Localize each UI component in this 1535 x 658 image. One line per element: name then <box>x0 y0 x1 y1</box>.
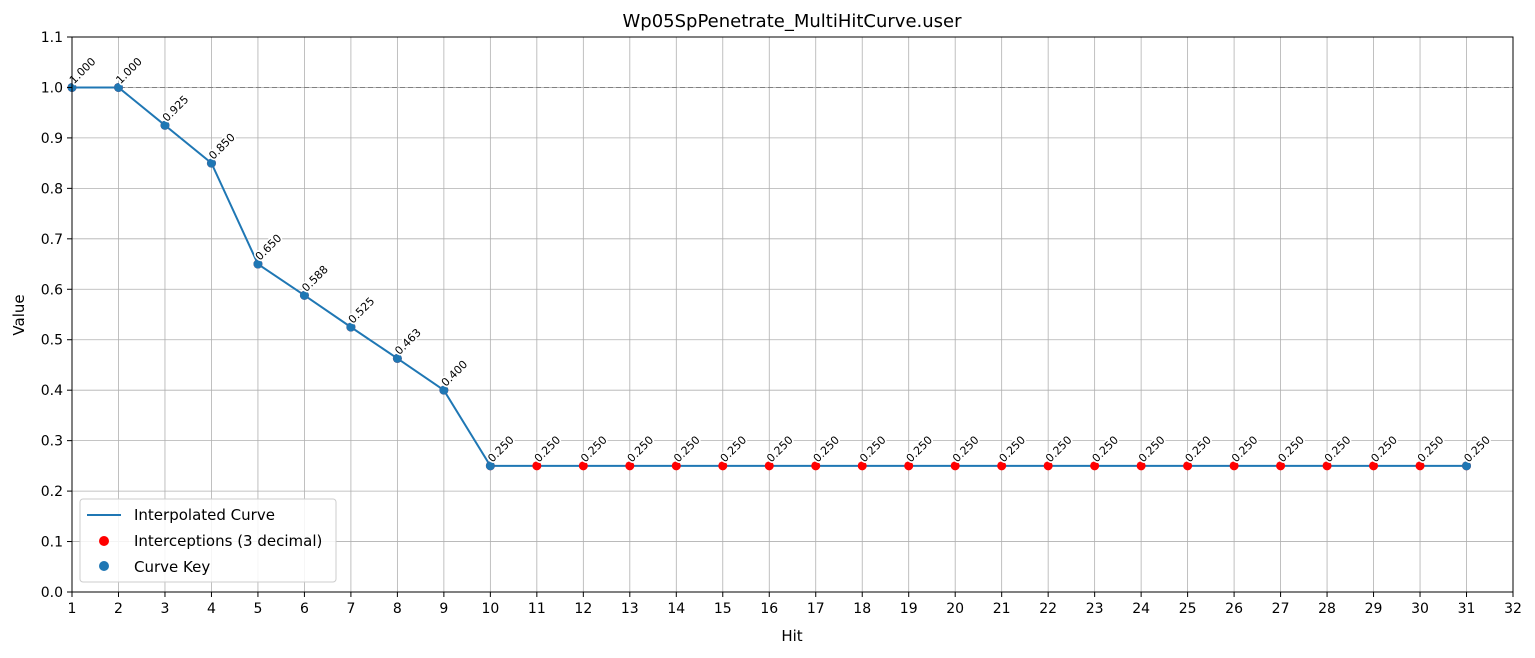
x-tick-label: 16 <box>760 601 778 617</box>
x-tick-label: 14 <box>667 601 685 617</box>
x-tick-label: 2 <box>114 601 123 617</box>
x-tick-label: 25 <box>1179 601 1197 617</box>
interception-point <box>997 461 1007 471</box>
curve-key-point <box>253 259 263 269</box>
interception-point <box>1369 461 1379 471</box>
y-tick-label: 1.0 <box>41 80 63 96</box>
x-tick-label: 21 <box>993 601 1011 617</box>
y-tick-label: 0.4 <box>41 383 63 399</box>
y-tick-label: 0.7 <box>41 232 63 248</box>
x-tick-label: 5 <box>253 601 262 617</box>
x-axis-ticks: 1 2 3 4 5 6 7 8 9 10 11 12 13 14 15 16 17 18 19 20 21 22 23 24 2… <box>68 592 1522 617</box>
x-tick-label: 13 <box>621 601 639 617</box>
interception-point <box>578 461 588 471</box>
curve-key-point <box>346 322 356 332</box>
x-tick-label: 6 <box>300 601 309 617</box>
x-tick-label: 24 <box>1132 601 1150 617</box>
x-tick-label: 9 <box>439 601 448 617</box>
curve-key-point <box>392 353 402 363</box>
x-tick-label: 18 <box>853 601 871 617</box>
y-tick-label: 0.1 <box>41 535 63 551</box>
legend: Interpolated Curve Interceptions (3 deci… <box>79 498 337 583</box>
x-tick-label: 22 <box>1039 601 1057 617</box>
y-axis-label: Value <box>10 294 28 335</box>
interception-point <box>1136 461 1146 471</box>
interception-point <box>1276 461 1286 471</box>
interception-point <box>671 461 681 471</box>
x-tick-label: 15 <box>714 601 732 617</box>
x-tick-label: 11 <box>528 601 546 617</box>
x-tick-label: 29 <box>1365 601 1383 617</box>
x-tick-label: 27 <box>1272 601 1290 617</box>
interception-point <box>1090 461 1100 471</box>
y-tick-label: 0.3 <box>41 434 63 450</box>
legend-label-interceptions: Interceptions (3 decimal) <box>134 532 322 550</box>
legend-swatch-red-dot <box>99 536 109 546</box>
data-labels: 1.000 1.0000.9250.8500.6500.5880.5250.463… <box>65 53 1494 466</box>
legend-label-interpolated: Interpolated Curve <box>134 506 275 524</box>
x-tick-label: 30 <box>1411 601 1429 617</box>
interception-point <box>857 461 867 471</box>
legend-swatch-blue-dot <box>99 561 109 571</box>
x-tick-label: 7 <box>346 601 355 617</box>
curve-key-point <box>113 82 123 92</box>
x-tick-label: 32 <box>1504 601 1522 617</box>
curve-key-point <box>160 120 170 130</box>
grid <box>71 36 1514 593</box>
x-axis-label: Hit <box>781 627 802 645</box>
x-tick-label: 10 <box>481 601 499 617</box>
y-tick-label: 1.1 <box>41 30 63 46</box>
x-tick-label: 31 <box>1458 601 1476 617</box>
x-tick-label: 3 <box>161 601 170 617</box>
curve-key-point <box>1462 461 1472 471</box>
legend-label-curve-key: Curve Key <box>134 558 210 576</box>
chart-title: Wp05SpPenetrate_MultiHitCurve.user <box>622 11 962 32</box>
interception-point <box>904 461 914 471</box>
x-tick-label: 19 <box>900 601 918 617</box>
plot-frame <box>71 36 1514 593</box>
y-tick-label: 0.9 <box>41 131 63 147</box>
curve-key-point <box>439 385 449 395</box>
y-tick-label: 0.0 <box>41 585 63 601</box>
interception-point <box>764 461 774 471</box>
interception-point <box>718 461 728 471</box>
interception-point <box>1229 461 1239 471</box>
x-tick-label: 23 <box>1086 601 1104 617</box>
y-tick-label: 0.8 <box>41 181 63 197</box>
interception-point <box>950 461 960 471</box>
y-tick-label: 0.5 <box>41 333 63 349</box>
x-tick-label: 8 <box>393 601 402 617</box>
interception-point <box>625 461 635 471</box>
x-tick-label: 20 <box>946 601 964 617</box>
y-axis-ticks: 0.0 0.1 0.2 0.3 0.4 0.5 0.6 0.7 0.8 0.9 1.0 1.1 <box>41 30 72 601</box>
interception-point <box>1043 461 1053 471</box>
series-curve-key <box>67 82 1472 471</box>
x-tick-label: 26 <box>1225 601 1243 617</box>
x-tick-label: 17 <box>807 601 825 617</box>
curve-key-point <box>206 158 216 168</box>
interception-point <box>1322 461 1332 471</box>
interception-point <box>1183 461 1193 471</box>
x-tick-label: 1 <box>68 601 77 617</box>
x-tick-label: 4 <box>207 601 216 617</box>
curve-key-point <box>299 290 309 300</box>
y-tick-label: 0.6 <box>41 282 63 298</box>
interception-point <box>1415 461 1425 471</box>
x-tick-label: 12 <box>574 601 592 617</box>
x-tick-label: 28 <box>1318 601 1336 617</box>
interception-point <box>811 461 821 471</box>
interception-point <box>532 461 542 471</box>
legend-box <box>79 498 337 583</box>
y-tick-label: 0.2 <box>41 484 63 500</box>
curve-key-point <box>485 461 495 471</box>
